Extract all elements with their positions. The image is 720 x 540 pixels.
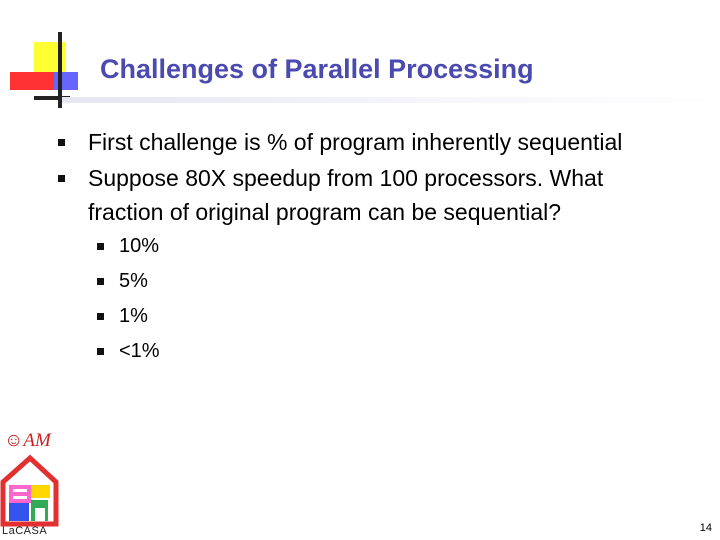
bullet-text: fraction of original program can be sequ… [88,199,562,225]
sub-bullet-item: <1% [97,336,160,366]
lacasa-logo: ☺AM LaCASA [0,430,70,540]
bullet-continuation: fraction of original program can be sequ… [88,195,561,229]
bullet-square-icon [97,348,104,355]
sub-bullet-item: 1% [97,301,148,331]
horizontal-line-decoration [34,96,70,100]
red-bar-decoration [10,72,56,90]
logo-am-text: ☺AM [4,430,51,451]
title-underline-decoration [62,97,720,103]
sub-bullet-item: 5% [97,266,148,296]
logo-name: LaCASA [2,525,48,537]
bullet-square-icon [97,313,104,320]
bullet-text: Suppose 80X speedup from 100 processors.… [88,165,604,191]
slide-title: Challenges of Parallel Processing [100,54,534,84]
bullet-square-icon [97,278,104,285]
bullet-item: Suppose 80X speedup from 100 processors.… [58,161,604,195]
sub-bullet-text: 5% [119,270,148,292]
sub-bullet-text: 10% [119,235,160,257]
sub-bullet-item: 10% [97,231,160,261]
bullet-square-icon [58,175,65,182]
page-number: 14 [699,522,712,534]
bullet-text: First challenge is % of program inherent… [88,129,623,155]
vertical-line-decoration [58,32,62,108]
house-icon [0,454,59,527]
bullet-item: First challenge is % of program inherent… [58,125,623,159]
sub-bullet-text: <1% [119,340,160,362]
bullet-square-icon [97,243,104,250]
bullet-square-icon [58,139,65,146]
sub-bullet-text: 1% [119,305,148,327]
